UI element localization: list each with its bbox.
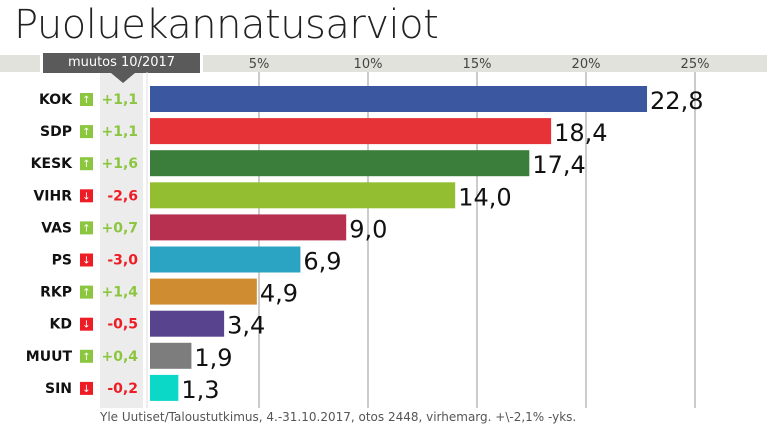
change-value: +1,1 (101, 92, 138, 108)
value-label: 9,0 (349, 215, 387, 243)
bar-kd (150, 310, 225, 337)
party-label: KOK (39, 92, 73, 108)
arrow-down-glyph: ↓ (82, 384, 90, 395)
arrow-down-icon (80, 253, 93, 267)
change-value: -0,5 (107, 317, 138, 333)
arrow-down-glyph: ↓ (82, 191, 90, 202)
party-label: KESK (31, 156, 73, 172)
party-label: VIHR (33, 188, 72, 204)
bar-vas (150, 214, 347, 241)
value-label: 17,4 (532, 151, 585, 179)
value-label: 6,9 (303, 248, 341, 276)
bar-kesk (150, 150, 530, 177)
bar-sin (150, 374, 179, 401)
change-value: +0,4 (101, 349, 138, 365)
arrow-down-icon (80, 317, 93, 331)
change-value: -2,6 (107, 188, 138, 204)
band-divider (40, 55, 43, 72)
value-label: 14,0 (458, 183, 511, 211)
arrow-down-glyph: ↓ (82, 256, 90, 267)
party-label: VAS (41, 220, 72, 236)
arrow-up-icon (80, 93, 93, 106)
change-column (100, 73, 143, 408)
arrow-down-icon (80, 381, 93, 395)
arrow-down-glyph: ↓ (82, 320, 90, 331)
party-label: SIN (45, 381, 72, 397)
change-header-pointer (111, 73, 135, 83)
arrow-up-glyph: ↑ (82, 95, 90, 106)
change-value: +1,1 (101, 124, 138, 140)
value-label: 22,8 (650, 87, 703, 115)
party-label: SDP (40, 124, 72, 140)
change-value: -3,0 (107, 253, 138, 269)
value-label: 4,9 (260, 280, 298, 308)
value-label: 18,4 (554, 119, 607, 147)
change-value: +0,7 (101, 220, 138, 236)
tick-label: 10% (354, 57, 383, 72)
arrow-up-glyph: ↑ (82, 288, 90, 299)
arrow-up-glyph: ↑ (82, 352, 90, 363)
arrow-up-icon (80, 285, 93, 299)
party-label: MUUT (26, 349, 73, 365)
value-label: 1,3 (181, 376, 219, 404)
change-value: -0,2 (107, 381, 138, 397)
change-header: muutos 10/2017 (43, 53, 200, 73)
arrow-up-glyph: ↑ (82, 159, 90, 170)
arrow-up-glyph: ↑ (82, 223, 90, 234)
tick-label: 20% (572, 57, 601, 72)
arrow-up-icon (80, 157, 93, 171)
party-label: KD (50, 317, 72, 333)
arrow-down-icon (80, 189, 93, 203)
change-value: +1,6 (101, 156, 138, 172)
arrow-up-icon (80, 125, 93, 139)
bar-kok (150, 86, 648, 112)
tick-label: 5% (249, 57, 270, 72)
party-label: RKP (40, 285, 72, 301)
change-value: +1,4 (101, 285, 138, 301)
band-divider (200, 55, 203, 72)
tick-label: 25% (681, 57, 710, 72)
bar-muut (150, 342, 192, 369)
bar-rkp (150, 278, 257, 305)
tick-label: 15% (463, 57, 492, 72)
source-note: Yle Uutiset/Taloustutkimus, 4.-31.10.201… (100, 410, 577, 424)
bar-ps (150, 246, 301, 273)
arrow-up-icon (80, 349, 93, 363)
party-label: PS (52, 253, 72, 269)
value-label: 3,4 (227, 312, 265, 340)
value-label: 1,9 (194, 344, 232, 372)
chart-title: Puoluekannatusarviot (14, 2, 439, 48)
bar-sdp (150, 118, 552, 145)
arrow-up-icon (80, 221, 93, 235)
bar-vihr (150, 182, 456, 209)
arrow-up-glyph: ↑ (82, 127, 90, 138)
